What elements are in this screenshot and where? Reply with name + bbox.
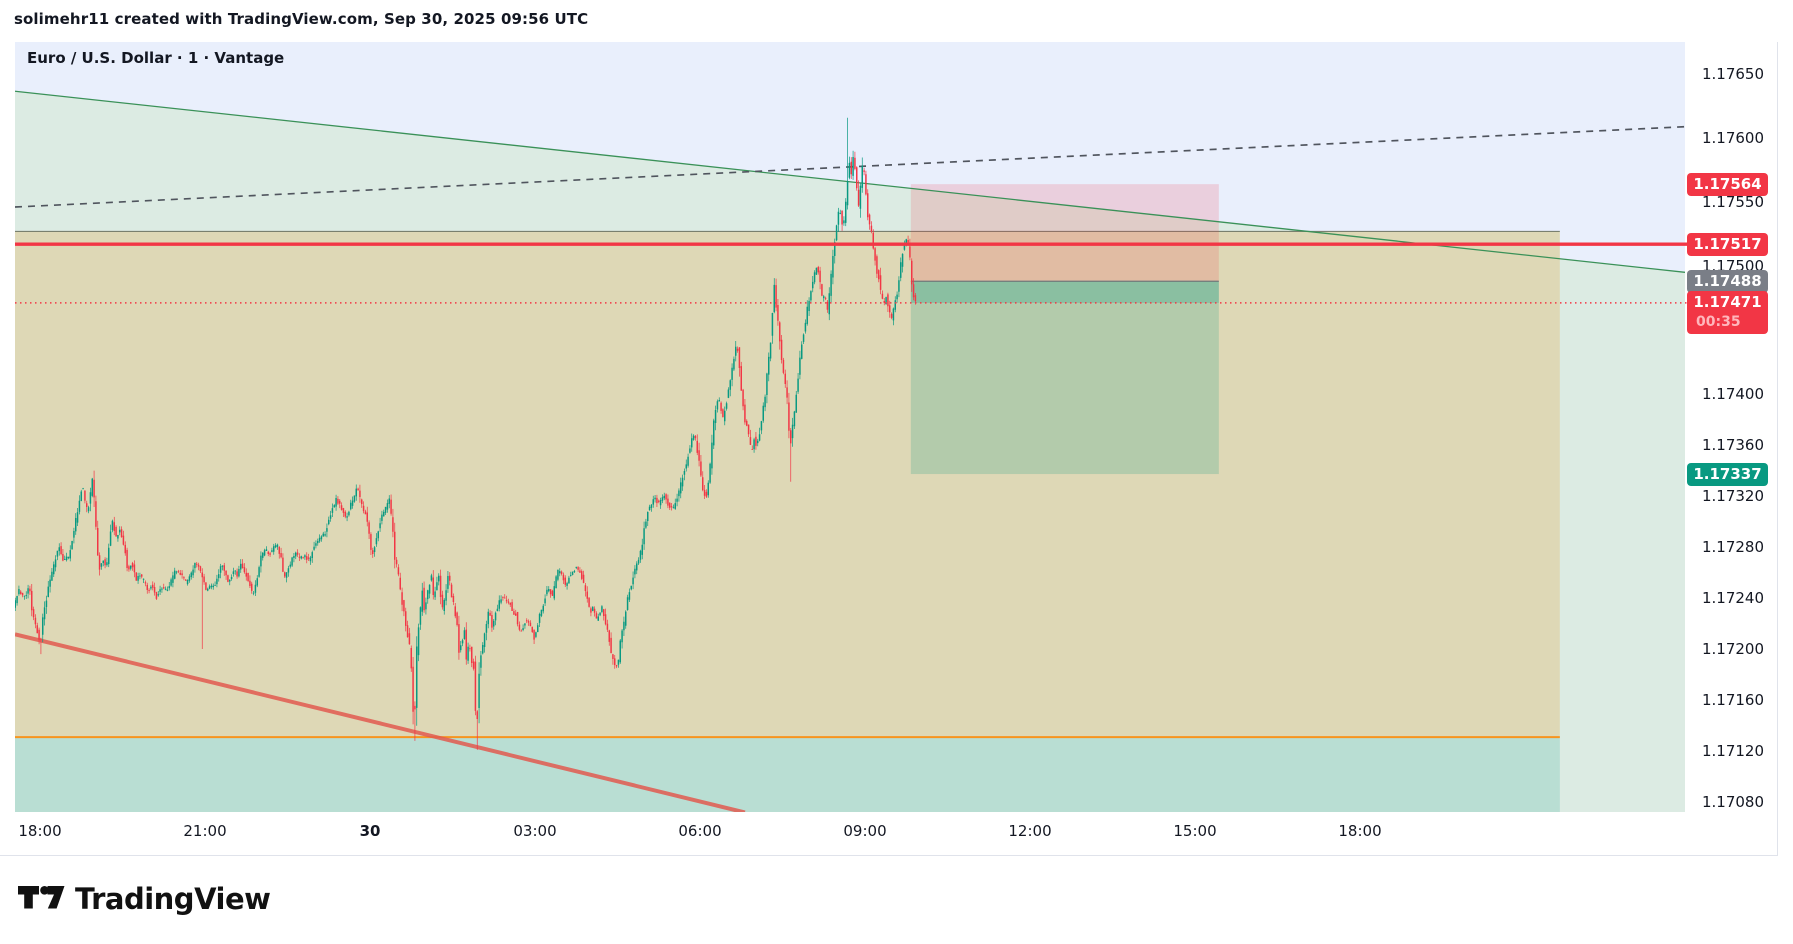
tradingview-logo-text[interactable]: TradingView	[75, 882, 271, 916]
time-axis-label: 18:00	[1338, 822, 1382, 840]
price-badge-horizontal-line: 1.17517	[1687, 232, 1768, 256]
price-axis-label: 1.17240	[1701, 588, 1764, 607]
price-badge-stop-loss: 1.17564	[1687, 172, 1768, 196]
time-axis-label: 18:00	[18, 822, 62, 840]
time-axis-label: 09:00	[843, 822, 887, 840]
badge-price: 1.17517	[1693, 234, 1762, 253]
price-axis-label: 1.17080	[1701, 793, 1764, 812]
badge-price: 1.17488	[1693, 271, 1762, 290]
price-badge-last-price: 1.17471 00:35	[1687, 290, 1768, 334]
time-axis-label: 21:00	[183, 822, 227, 840]
price-axis-label: 1.17400	[1701, 384, 1764, 403]
price-axis-label: 1.17600	[1701, 129, 1764, 148]
price-axis-label: 1.17160	[1701, 691, 1764, 710]
badge-price: 1.17471	[1693, 292, 1762, 311]
price-badge-entry: 1.17488	[1687, 269, 1768, 293]
bar-countdown: 00:35	[1696, 313, 1741, 330]
attribution-text: solimehr11 created with TradingView.com,…	[14, 10, 589, 28]
time-axis-label: 12:00	[1008, 822, 1052, 840]
price-axis-label: 1.17360	[1701, 435, 1764, 454]
axis-right-border	[1777, 42, 1778, 855]
time-axis-label: 30	[359, 822, 381, 840]
badge-price: 1.17564	[1693, 174, 1762, 193]
price-axis-label: 1.17650	[1701, 65, 1764, 84]
chart-title: Euro / U.S. Dollar · 1 · Vantage	[27, 49, 285, 67]
price-badge-take-profit: 1.17337	[1687, 462, 1768, 486]
price-axis-label: 1.17120	[1701, 742, 1764, 761]
price-axis-label: 1.17550	[1701, 193, 1764, 212]
chart-bottom-border	[0, 855, 1778, 856]
price-axis-label: 1.17280	[1701, 537, 1764, 556]
time-axis-label: 03:00	[513, 822, 557, 840]
price-axis-label: 1.17320	[1701, 486, 1764, 505]
price-axis-label: 1.17200	[1701, 640, 1764, 658]
footer: TradingView	[18, 882, 271, 916]
time-axis-label: 06:00	[678, 822, 722, 840]
time-axis-label: 15:00	[1173, 822, 1217, 840]
tradingview-logo-icon[interactable]	[18, 885, 66, 913]
badge-price: 1.17337	[1693, 464, 1762, 483]
